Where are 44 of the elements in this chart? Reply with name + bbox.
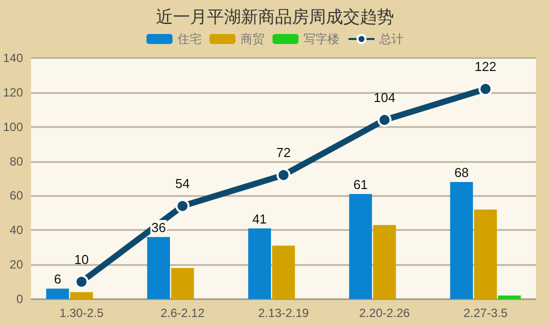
x-tick-label: 2.27-3.5 — [463, 306, 508, 320]
data-label: 10 — [74, 252, 89, 267]
data-label: 54 — [175, 176, 190, 192]
bar — [272, 246, 295, 299]
point — [478, 82, 492, 96]
data-label: 6 — [54, 272, 62, 287]
legend-label: 总计 — [378, 32, 404, 46]
x-tick-label: 2.6-2.12 — [160, 306, 205, 320]
chart-title: 近一月平湖新商品房周成交趋势 — [156, 8, 394, 28]
bar — [70, 292, 93, 299]
bar — [147, 237, 170, 299]
y-tick-label: 40 — [10, 223, 24, 238]
x-tick-label: 2.20-2.26 — [359, 306, 410, 320]
point — [176, 199, 190, 214]
y-tick-label: 120 — [2, 85, 24, 100]
point — [276, 168, 291, 182]
data-label: 41 — [252, 211, 267, 226]
point — [378, 112, 392, 127]
y-tick-label: 80 — [10, 154, 24, 168]
data-label: 61 — [353, 176, 368, 192]
point — [74, 274, 89, 289]
legend-label: 住宅 — [176, 32, 202, 46]
data-label: 122 — [474, 58, 496, 74]
y-tick-label: 0 — [16, 292, 24, 306]
bar — [171, 268, 194, 299]
legend-label: 写字楼 — [304, 32, 340, 46]
data-label: 36 — [151, 220, 166, 236]
bar — [498, 296, 521, 299]
data-label: 104 — [374, 90, 396, 105]
x-tick-label: 1.30-2.5 — [59, 306, 104, 320]
bar — [373, 224, 396, 299]
bar — [474, 209, 497, 299]
legend-label: 商贸 — [240, 32, 264, 46]
bar — [248, 228, 271, 299]
y-tick-label: 60 — [10, 188, 24, 203]
bar — [349, 194, 372, 299]
y-tick-label: 20 — [10, 258, 24, 272]
y-tick-label: 140 — [2, 51, 24, 65]
bar — [450, 182, 473, 299]
bar — [46, 288, 69, 299]
data-label: 72 — [276, 145, 291, 160]
data-label: 68 — [454, 164, 469, 180]
y-tick-label: 100 — [2, 120, 24, 134]
x-tick-label: 2.13-2.19 — [258, 306, 310, 320]
